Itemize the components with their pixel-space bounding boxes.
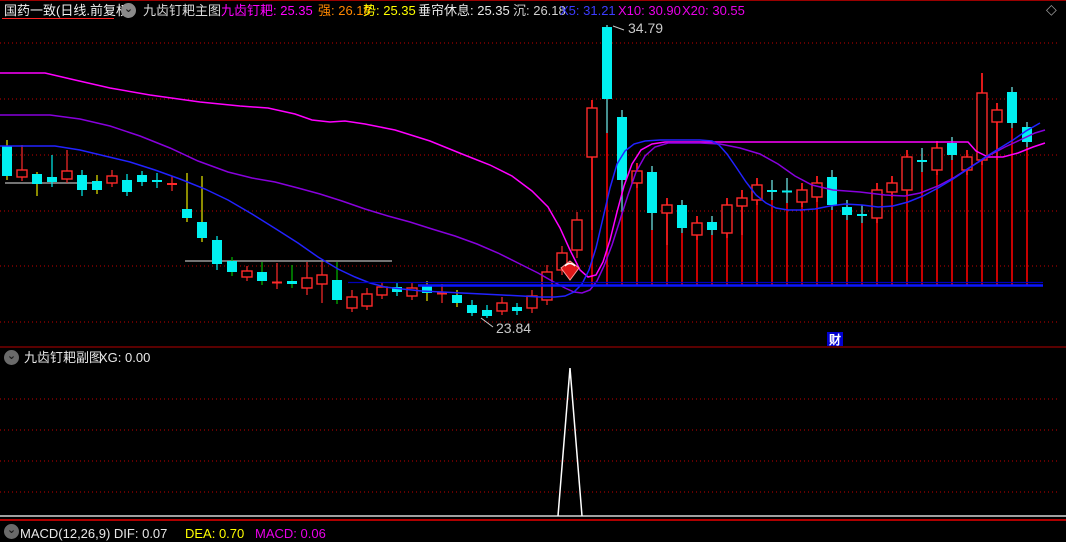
down-candle-body xyxy=(77,175,87,190)
down-candle-body xyxy=(602,27,612,99)
xg-signal-spike xyxy=(557,367,583,517)
up-candle-body xyxy=(61,170,73,180)
down-candle-body xyxy=(287,281,297,284)
macd-row: ⌄ MACD(12,26,9) DIF: 0.07 DEA: 0.70 MACD: … xyxy=(0,523,1066,541)
ma-line-X10 xyxy=(0,114,1046,294)
down-candle-body xyxy=(1007,92,1017,123)
up-candle-body xyxy=(811,182,823,198)
header-bar: 国药一致(日线.前复权) ⌄ 九齿钉耙主图 九齿钉耙: 25.35 强: 26.18… xyxy=(0,0,1066,20)
header-field-7: X10: 30.90 xyxy=(618,3,681,18)
down-candle-body xyxy=(182,209,192,218)
up-candle-body xyxy=(796,189,808,203)
indicator-dropdown-icon[interactable]: ⌄ xyxy=(121,3,136,18)
up-candle-body xyxy=(346,296,358,309)
up-candle-body xyxy=(586,107,598,158)
up-candle-body xyxy=(571,219,583,251)
down-candle-body xyxy=(467,305,477,313)
down-candle-body xyxy=(617,117,627,180)
macd-field-1: DEA: 0.70 xyxy=(185,526,245,541)
up-candle-body xyxy=(691,222,703,236)
xg-value-label: XG: 0.00 xyxy=(99,350,151,365)
up-candle-body xyxy=(376,286,388,296)
header-field-6: X5: 31.21 xyxy=(560,3,616,18)
sub-chart-header: ⌄ 九齿钉耙副图 XG: 0.00 xyxy=(0,349,1066,367)
down-candle-body xyxy=(512,307,522,311)
down-candle-body xyxy=(32,174,42,184)
up-candle-body xyxy=(301,277,313,289)
symbol-title-underline xyxy=(2,18,114,19)
header-field-5: 沉: 26.18 xyxy=(513,3,566,18)
down-candle-body xyxy=(197,222,207,238)
panel-divider-line xyxy=(0,346,1066,348)
up-candle-body xyxy=(106,175,118,184)
down-candle-body xyxy=(677,205,687,228)
sub-chart-title: 九齿钉耙副图 xyxy=(24,350,103,365)
header-field-0: 九齿钉耙主图 xyxy=(143,3,222,18)
down-candle-body xyxy=(422,285,432,293)
up-candle-body xyxy=(241,270,253,278)
up-candle-body xyxy=(976,92,988,161)
price-annotation: 34.79 xyxy=(628,20,663,36)
symbol-title: 国药一致(日线.前复权) xyxy=(4,3,134,18)
header-field-8: X20: 30.55 xyxy=(682,3,745,18)
up-candle-body xyxy=(991,109,1003,123)
up-candle-body xyxy=(871,189,883,219)
ma-line-X5 xyxy=(0,122,1041,298)
down-candle-body xyxy=(47,177,57,182)
price-annotation: 23.84 xyxy=(496,320,531,336)
ma-line-X20 xyxy=(0,72,1046,278)
cai-badge-text: 财 xyxy=(828,332,841,347)
sub-indicator-dropdown-icon[interactable]: ⌄ xyxy=(4,350,19,365)
down-candle-body xyxy=(212,240,222,264)
up-candle-body xyxy=(496,302,508,312)
bottom-divider-line xyxy=(0,519,1066,521)
down-candle-body xyxy=(482,310,492,316)
gem-icon-glint xyxy=(564,262,576,267)
diamond-icon[interactable]: ◇ xyxy=(1046,1,1057,17)
header-field-4: 垂帘休息: 25.35 xyxy=(418,3,510,18)
down-candle-body xyxy=(227,261,237,272)
up-candle-body xyxy=(661,204,673,214)
down-candle-body xyxy=(122,180,132,192)
up-candle-body xyxy=(886,182,898,193)
up-candle-body xyxy=(931,147,943,171)
up-candle-body xyxy=(316,274,328,285)
up-candle-body xyxy=(361,293,373,307)
top-border-line xyxy=(0,0,1066,1)
up-candle-body xyxy=(16,169,28,178)
down-candle-body xyxy=(2,146,12,176)
up-candle-body xyxy=(751,184,763,201)
main-chart-canvas[interactable]: 34.79 23.84 财 xyxy=(0,0,1066,347)
up-candle-body xyxy=(406,287,418,297)
macd-field-0: MACD(12,26,9) DIF: 0.07 xyxy=(20,526,168,541)
up-candle-body xyxy=(721,204,733,234)
up-candle-body xyxy=(901,156,913,191)
down-candle-body xyxy=(647,172,657,213)
down-candle-body xyxy=(332,280,342,300)
down-candle-body xyxy=(707,222,717,230)
down-candle-body xyxy=(257,272,267,281)
down-candle-body xyxy=(842,207,852,215)
annotation-leader-line xyxy=(480,317,494,328)
header-field-2: 强: 26.18 xyxy=(318,3,371,18)
down-candle-body xyxy=(392,287,402,292)
sub-chart-canvas[interactable] xyxy=(0,367,1066,517)
up-candle-body xyxy=(736,197,748,207)
header-field-1: 九齿钉耙: 25.35 xyxy=(221,3,313,18)
down-candle-body xyxy=(947,143,957,155)
down-candle-body xyxy=(452,295,462,303)
annotation-leader-line xyxy=(612,25,625,31)
down-candle-body xyxy=(137,175,147,182)
down-candle-body xyxy=(827,177,837,205)
down-candle-body xyxy=(1022,127,1032,142)
header-field-3: 势: 25.35 xyxy=(363,3,416,18)
down-candle-body xyxy=(92,181,102,190)
cai-badge-bg[interactable] xyxy=(827,332,843,347)
up-candle-body xyxy=(526,295,538,309)
macd-field-2: MACD: 0.06 xyxy=(255,526,326,541)
